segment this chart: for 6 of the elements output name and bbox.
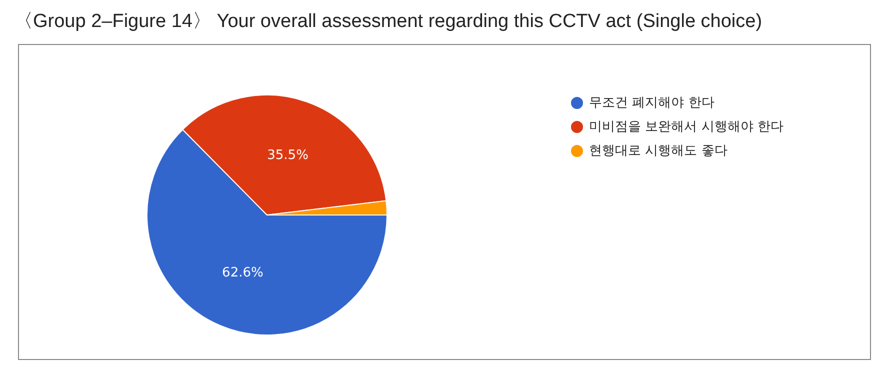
legend-label: 미비점을 보완해서 시행해야 한다: [589, 120, 784, 134]
legend-label: 현행대로 시행해도 좋다: [589, 144, 728, 158]
data-label: 62.6%: [222, 266, 264, 281]
legend-label: 무조건 폐지해야 한다: [589, 96, 714, 110]
chart-title: 〈Group 2–Figure 14〉 Your overall assessment regarding this CCTV act (Single choice): [14, 10, 762, 34]
data-label: 35.5%: [267, 148, 308, 164]
